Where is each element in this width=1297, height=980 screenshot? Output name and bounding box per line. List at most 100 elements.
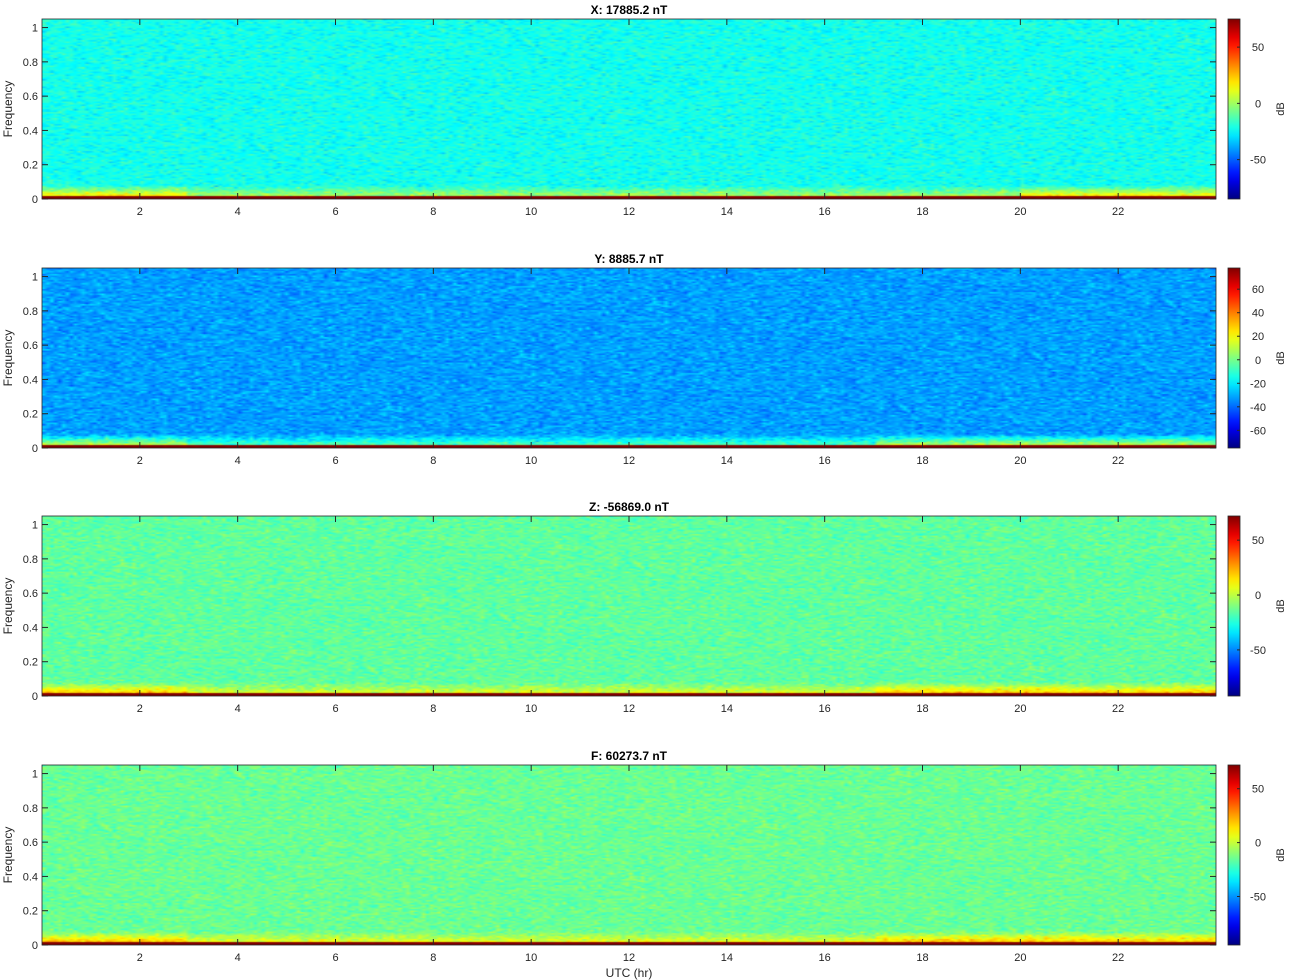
- colorbar-tick-label: -50: [1250, 891, 1266, 903]
- y-tick-label: 0: [32, 940, 38, 952]
- colorbar: -50 0 50 dB: [1227, 18, 1287, 200]
- x-tick-label: 20: [1014, 703, 1026, 715]
- x-tick-label: 8: [430, 455, 436, 467]
- colorbar-tick-label: -50: [1250, 645, 1266, 657]
- y-tick-label: 1: [32, 23, 38, 35]
- x-tick-label: 10: [525, 952, 537, 964]
- x-tick-label: 6: [332, 206, 338, 218]
- y-axis-label: Frequency: [1, 578, 15, 635]
- y-tick-label: 0.6: [23, 837, 38, 849]
- colorbar-gradient: [1227, 515, 1241, 697]
- spectrogram-panel: F: 60273.7 nT2 4 6 8 10 12 14 16 18 20 2200.20.40.…: [1, 749, 1287, 964]
- x-tick-label: 10: [525, 455, 537, 467]
- colorbar-tick-label: -50: [1250, 155, 1266, 167]
- spectrogram-panel: Y: 8885.7 nT2 4 6 8 10 12 14 16 18 20 2200.20.40.6…: [1, 252, 1287, 467]
- colorbar-label: dB: [1275, 102, 1287, 115]
- x-tick-label: 22: [1112, 952, 1124, 964]
- x-tick-label: 18: [916, 206, 928, 218]
- y-tick-label: 0: [32, 691, 38, 703]
- x-tick-label: 18: [916, 703, 928, 715]
- x-tick-label: 6: [332, 455, 338, 467]
- x-tick-label: 8: [430, 952, 436, 964]
- x-tick-label: 6: [332, 703, 338, 715]
- y-tick-label: 0.6: [23, 588, 38, 600]
- x-tick-label: 12: [623, 206, 635, 218]
- colorbar-label: dB: [1275, 599, 1287, 612]
- x-tick-label: 8: [430, 703, 436, 715]
- y-axis-label: Frequency: [1, 81, 15, 138]
- colorbar-tick-label: 0: [1255, 838, 1261, 850]
- spectrogram-image: [42, 765, 1216, 945]
- colorbar-gradient: [1227, 764, 1241, 946]
- colorbar-tick-label: 20: [1252, 331, 1264, 343]
- x-tick-label: 14: [721, 703, 733, 715]
- y-tick-label: 0.2: [23, 657, 38, 669]
- y-tick-label: 0.8: [23, 57, 38, 69]
- x-tick-label: 12: [623, 455, 635, 467]
- x-tick-label: 20: [1014, 455, 1026, 467]
- x-tick-label: 18: [916, 952, 928, 964]
- x-tick-label: 12: [623, 703, 635, 715]
- spectrogram-image: [42, 268, 1216, 448]
- colorbar: -50 0 50 dB: [1227, 515, 1287, 697]
- panel-title: Z: -56869.0 nT: [589, 500, 670, 514]
- x-tick-label: 20: [1014, 206, 1026, 218]
- y-tick-label: 0: [32, 194, 38, 206]
- y-tick-label: 0.6: [23, 340, 38, 352]
- x-tick-label: 2: [137, 455, 143, 467]
- y-tick-label: 0.4: [23, 622, 38, 634]
- x-tick-label: 18: [916, 455, 928, 467]
- figure-x-axis-label: UTC (hr): [606, 966, 653, 980]
- y-tick-label: 0.8: [23, 803, 38, 815]
- y-tick-label: 1: [32, 520, 38, 532]
- colorbar-label: dB: [1275, 848, 1287, 861]
- y-tick-label: 0.4: [23, 125, 38, 137]
- y-tick-label: 0.6: [23, 91, 38, 103]
- y-tick-label: 0.8: [23, 306, 38, 318]
- x-tick-label: 22: [1112, 703, 1124, 715]
- colorbar-tick-label: 50: [1252, 784, 1264, 796]
- y-tick-label: 0.2: [23, 160, 38, 172]
- x-tick-label: 22: [1112, 455, 1124, 467]
- spectrogram-image: [42, 19, 1216, 199]
- spectrogram-panel: Z: -56869.0 nT2 4 6 8 10 12 14 16 18 20 2200.20.40…: [1, 500, 1287, 715]
- colorbar: -50 0 50 dB: [1227, 764, 1287, 946]
- spectrogram-image: [42, 516, 1216, 696]
- x-tick-label: 12: [623, 952, 635, 964]
- x-tick-label: 2: [137, 952, 143, 964]
- x-tick-label: 4: [235, 206, 241, 218]
- y-tick-label: 0.2: [23, 409, 38, 421]
- colorbar-tick-label: -20: [1250, 378, 1266, 390]
- colorbar: -60 -40 -20 0 20 40 60 dB: [1227, 267, 1287, 449]
- spectrogram-panel: X: 17885.2 nT2 4 6 8 10 12 14 16 18 20 2200.20.40.…: [1, 3, 1287, 218]
- y-tick-label: 1: [32, 769, 38, 781]
- colorbar-tick-label: 40: [1252, 308, 1264, 320]
- panel-title: X: 17885.2 nT: [591, 3, 668, 17]
- x-tick-label: 6: [332, 952, 338, 964]
- panel-title: Y: 8885.7 nT: [594, 252, 664, 266]
- y-tick-label: 1: [32, 272, 38, 284]
- x-tick-label: 4: [235, 952, 241, 964]
- x-tick-label: 16: [819, 703, 831, 715]
- x-tick-label: 16: [819, 455, 831, 467]
- x-tick-label: 14: [721, 206, 733, 218]
- colorbar-tick-label: 0: [1255, 590, 1261, 602]
- x-tick-label: 16: [819, 206, 831, 218]
- y-axis-label: Frequency: [1, 827, 15, 884]
- x-tick-label: 20: [1014, 952, 1026, 964]
- x-tick-label: 10: [525, 703, 537, 715]
- y-tick-label: 0.2: [23, 906, 38, 918]
- x-tick-label: 14: [721, 952, 733, 964]
- x-tick-label: 4: [235, 455, 241, 467]
- colorbar-gradient: [1227, 18, 1241, 200]
- y-tick-label: 0: [32, 443, 38, 455]
- x-tick-label: 8: [430, 206, 436, 218]
- x-tick-label: 14: [721, 455, 733, 467]
- colorbar-tick-label: 50: [1252, 535, 1264, 547]
- y-tick-label: 0.8: [23, 554, 38, 566]
- colorbar-tick-label: 0: [1255, 355, 1261, 367]
- colorbar-gradient: [1227, 267, 1241, 449]
- y-axis-label: Frequency: [1, 330, 15, 387]
- colorbar-tick-label: -40: [1250, 402, 1266, 414]
